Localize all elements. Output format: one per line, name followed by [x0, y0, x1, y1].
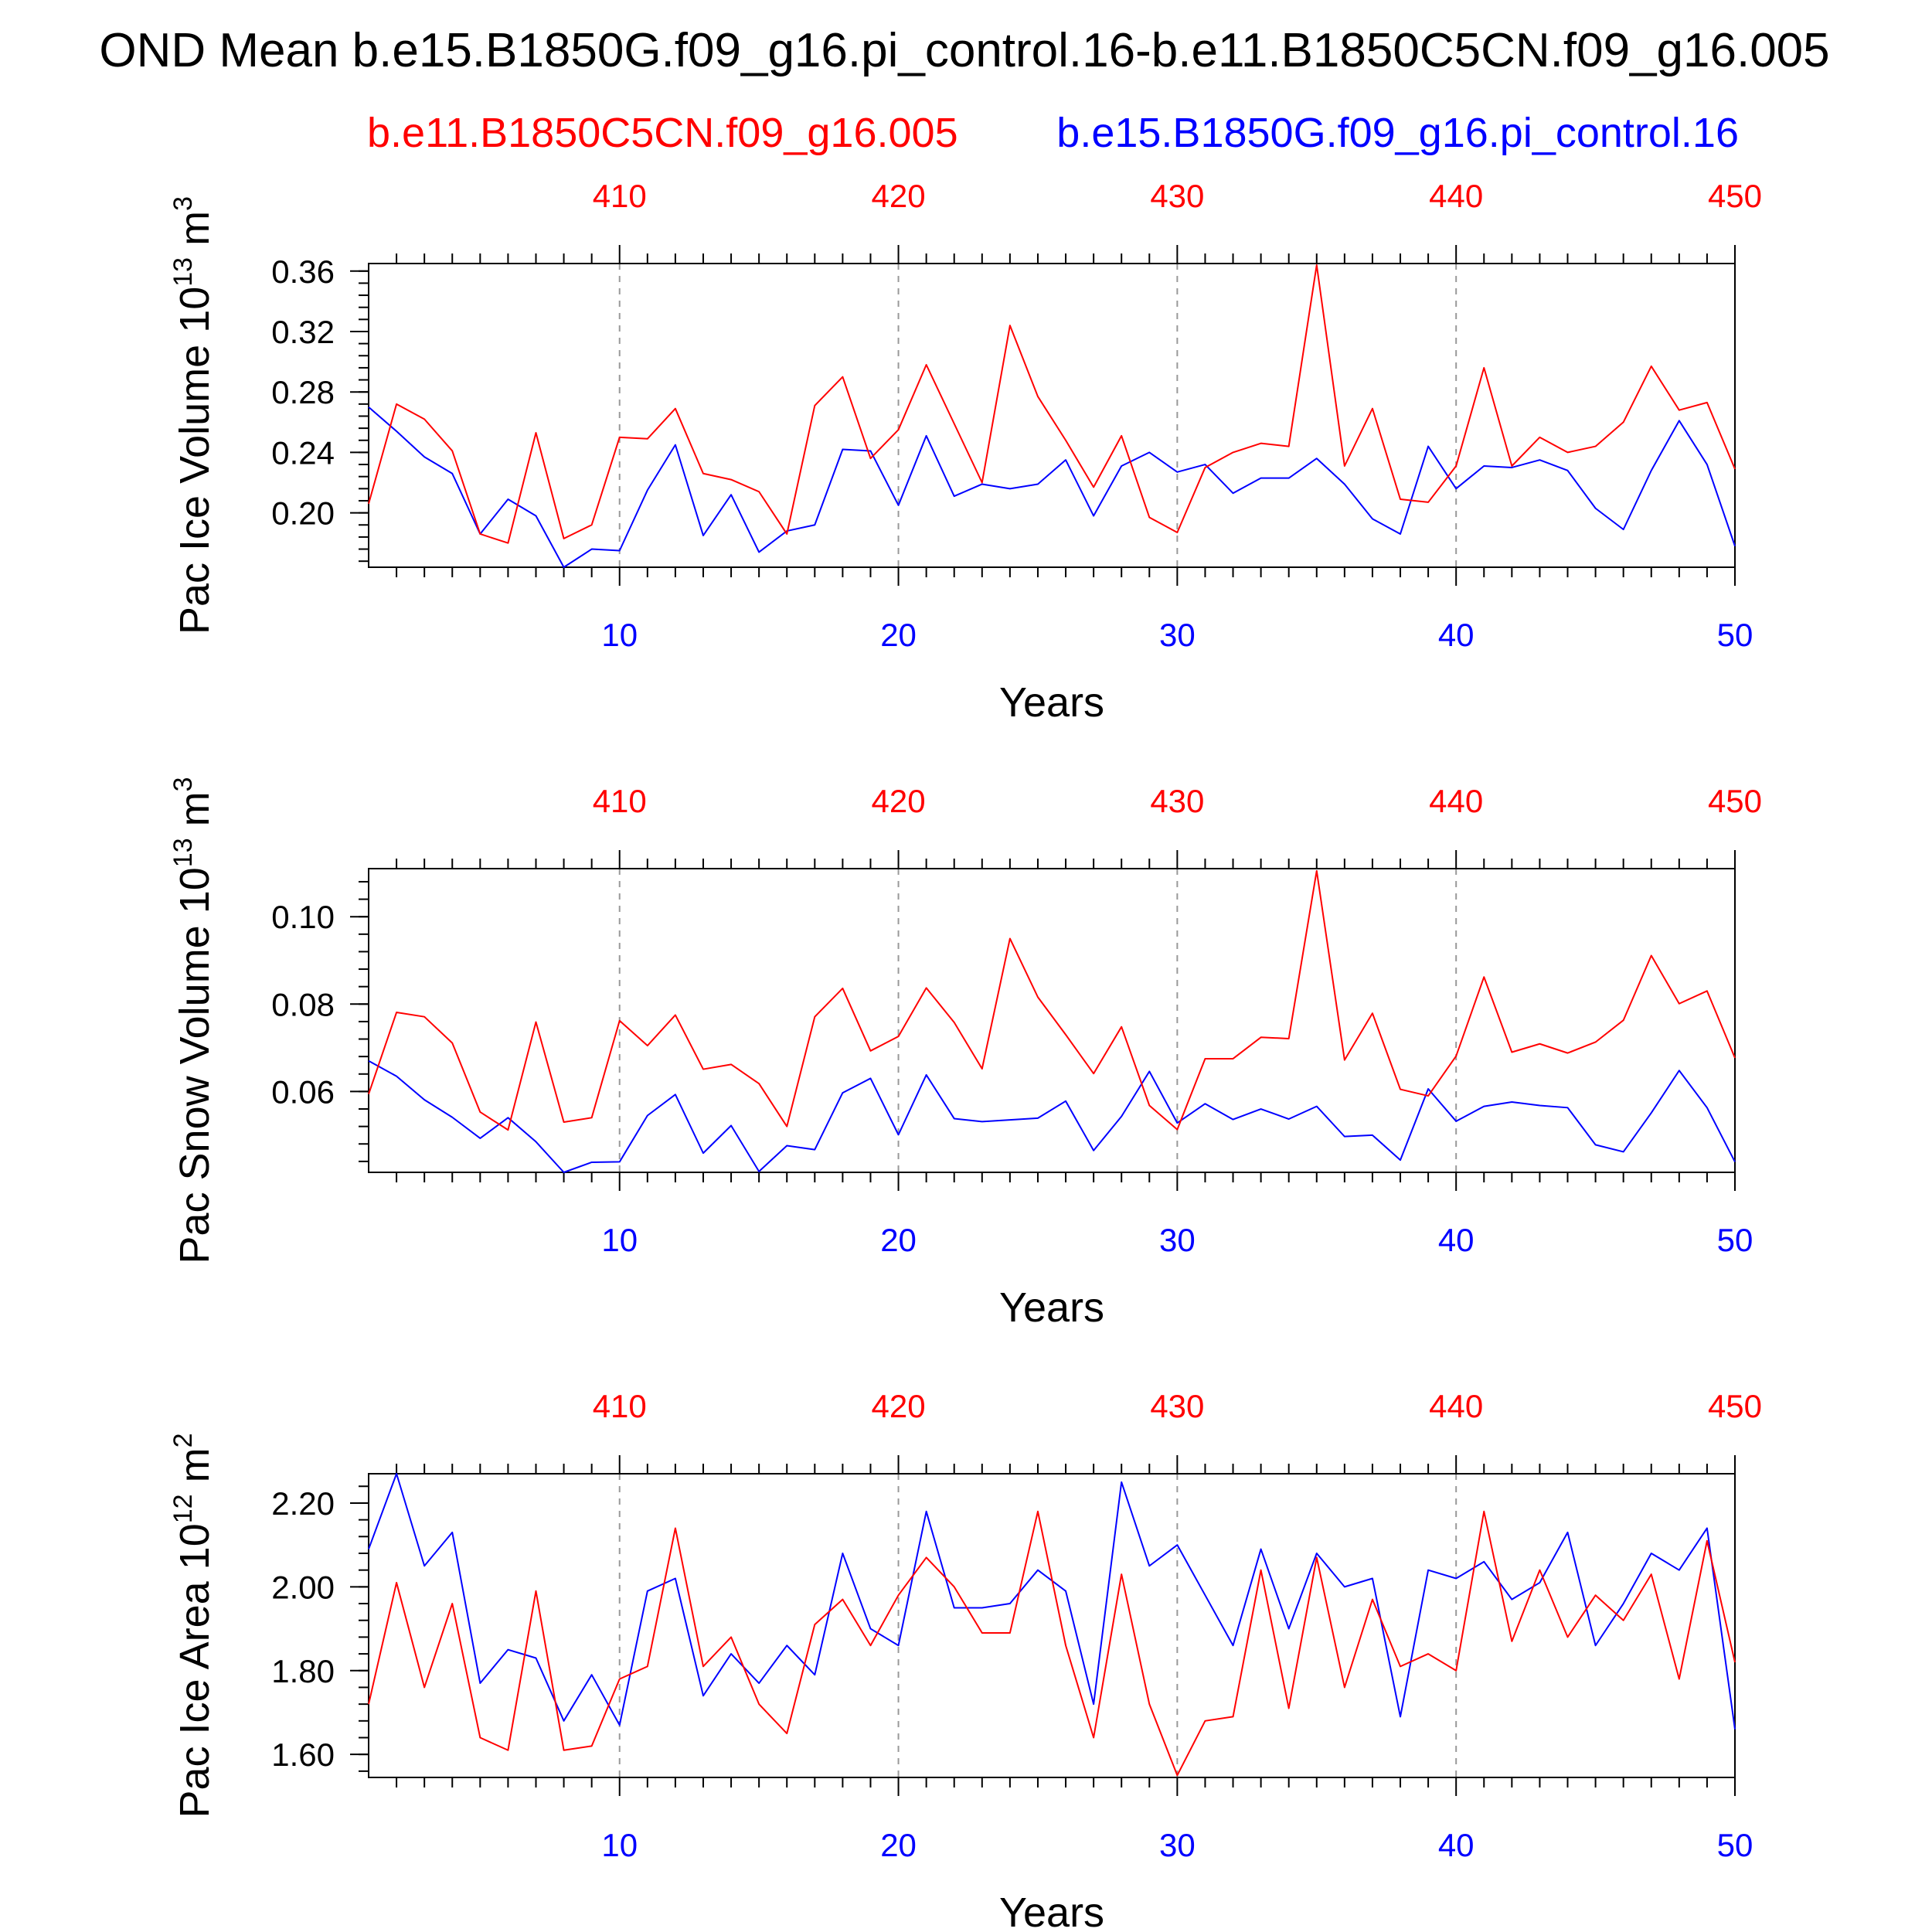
x-tick-label-bottom: 20	[880, 617, 917, 653]
x-tick-label-bottom: 40	[1438, 1222, 1475, 1258]
x-tick-label-top: 410	[593, 178, 647, 214]
y-axis-title-unit: m	[172, 211, 218, 257]
x-tick-label-top: 450	[1708, 783, 1762, 819]
series-line-red	[368, 1510, 1736, 1777]
y-tick-label: 0.32	[271, 314, 335, 350]
y-axis-title-main: Pac Snow Volume 10	[172, 867, 218, 1264]
series-line-blue	[368, 1060, 1736, 1173]
chart-title: OND Mean b.e15.B1850G.f09_g16.pi_control…	[99, 24, 1829, 77]
x-axis-title: Years	[999, 1889, 1104, 1932]
x-axis-title: Years	[999, 1284, 1104, 1331]
y-tick-label: 2.00	[271, 1569, 335, 1605]
y-tick-label: 0.08	[271, 986, 335, 1022]
x-tick-label-top: 420	[872, 1388, 926, 1424]
y-axis-title-main: Pac Ice Volume 10	[172, 287, 218, 634]
y-tick-label: 0.20	[271, 495, 335, 532]
y-tick-label: 0.06	[271, 1073, 335, 1110]
x-tick-label-top: 450	[1708, 178, 1762, 214]
x-tick-label-bottom: 20	[880, 1827, 917, 1863]
x-tick-label-top: 420	[872, 178, 926, 214]
y-tick-label: 0.36	[271, 253, 335, 290]
x-tick-label-top: 440	[1429, 178, 1483, 214]
series-line-blue	[368, 406, 1736, 568]
plot-frame	[368, 263, 1736, 568]
x-tick-label-top: 430	[1150, 783, 1204, 819]
plot-frame	[368, 868, 1736, 1173]
y-tick-label: 0.10	[271, 899, 335, 935]
y-tick-label: 2.20	[271, 1485, 335, 1522]
x-tick-label-bottom: 30	[1159, 1827, 1196, 1863]
y-axis-title-unit: m	[172, 1447, 218, 1494]
y-axis-title-unit-exponent: 3	[168, 196, 198, 211]
y-tick-label: 0.28	[271, 374, 335, 410]
y-axis-title-main: Pac Ice Area 10	[172, 1523, 218, 1818]
y-axis-title: Pac Snow Volume 1013 m3	[168, 777, 218, 1264]
x-tick-label-top: 430	[1150, 1388, 1204, 1424]
x-tick-label-top: 410	[593, 1388, 647, 1424]
subtitle-red: b.e11.B1850C5CN.f09_g16.005	[367, 110, 958, 156]
y-tick-label: 1.80	[271, 1653, 335, 1689]
x-tick-label-top: 430	[1150, 178, 1204, 214]
x-tick-label-bottom: 20	[880, 1222, 917, 1258]
series-line-red	[368, 869, 1736, 1131]
y-axis-title-exponent: 12	[168, 1494, 198, 1523]
y-tick-label: 0.24	[271, 434, 335, 471]
x-tick-label-top: 450	[1708, 1388, 1762, 1424]
panel-2: 10 20 30 40 50 410 420 430 440 450 0.06 0.08 0.10 Yea…	[168, 777, 1762, 1331]
x-tick-label-top: 410	[593, 783, 647, 819]
x-tick-label-bottom: 10	[601, 617, 638, 653]
y-axis-title-unit-exponent: 3	[168, 777, 198, 791]
panels: 10 20 30 40 50 410 420 430 440 450 0.20 0.24 0.28 0.3…	[168, 178, 1762, 1932]
x-tick-label-bottom: 50	[1717, 1827, 1753, 1863]
panel-3: 10 20 30 40 50 410 420 430 440 450 1.60 1.80 2.00 2.2…	[168, 1388, 1762, 1932]
y-axis-title: Pac Ice Volume 1013 m3	[168, 196, 218, 634]
x-tick-label-bottom: 10	[601, 1222, 638, 1258]
y-axis-title-exponent: 13	[168, 257, 198, 287]
x-tick-label-bottom: 50	[1717, 1222, 1753, 1258]
x-axis-title: Years	[999, 679, 1104, 726]
x-tick-label-top: 440	[1429, 783, 1483, 819]
x-tick-label-bottom: 40	[1438, 617, 1475, 653]
series-line-red	[368, 264, 1736, 544]
y-axis-title-unit: m	[172, 791, 218, 838]
x-tick-label-bottom: 50	[1717, 617, 1753, 653]
plot-frame	[368, 1473, 1736, 1778]
x-tick-label-bottom: 40	[1438, 1827, 1475, 1863]
x-tick-label-top: 420	[872, 783, 926, 819]
y-axis-title: Pac Ice Area 1012 m2	[168, 1434, 218, 1818]
y-tick-label: 1.60	[271, 1736, 335, 1773]
x-tick-label-bottom: 30	[1159, 1222, 1196, 1258]
subtitle-blue: b.e15.B1850G.f09_g16.pi_control.16	[1056, 110, 1739, 156]
x-tick-label-top: 440	[1429, 1388, 1483, 1424]
panel-1: 10 20 30 40 50 410 420 430 440 450 0.20 0.24 0.28 0.3…	[168, 178, 1762, 726]
x-tick-label-bottom: 30	[1159, 617, 1196, 653]
y-axis-title-exponent: 13	[168, 838, 198, 867]
x-tick-label-bottom: 10	[601, 1827, 638, 1863]
y-axis-title-unit-exponent: 2	[168, 1434, 198, 1448]
series-line-blue	[368, 1473, 1736, 1730]
